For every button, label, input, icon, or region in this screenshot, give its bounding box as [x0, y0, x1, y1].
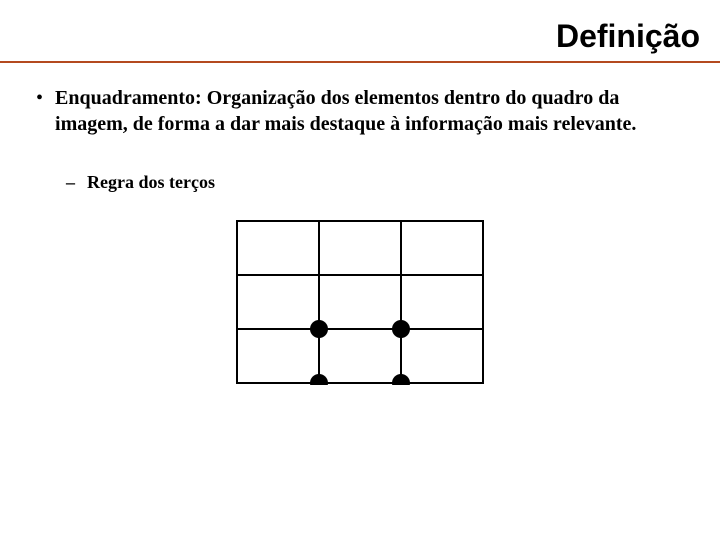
slide: Definição • Enquadramento: Organização d…: [0, 0, 720, 540]
rule-of-thirds-diagram: [235, 219, 485, 385]
body: • Enquadramento: Organização dos element…: [0, 63, 720, 385]
diagram-container: [36, 219, 684, 385]
sub-bullet-text: Regra dos terços: [87, 171, 215, 193]
sub-bullet-marker: –: [66, 171, 75, 193]
title-area: Definição: [0, 0, 720, 61]
bullet-marker: •: [36, 85, 43, 111]
bullet-text: Enquadramento: Organização dos elementos…: [55, 85, 684, 137]
page-title: Definição: [556, 18, 700, 54]
rule-of-thirds-svg: [235, 219, 485, 385]
bullet-item: • Enquadramento: Organização dos element…: [36, 85, 684, 137]
sub-bullet-item: – Regra dos terços: [66, 171, 684, 193]
